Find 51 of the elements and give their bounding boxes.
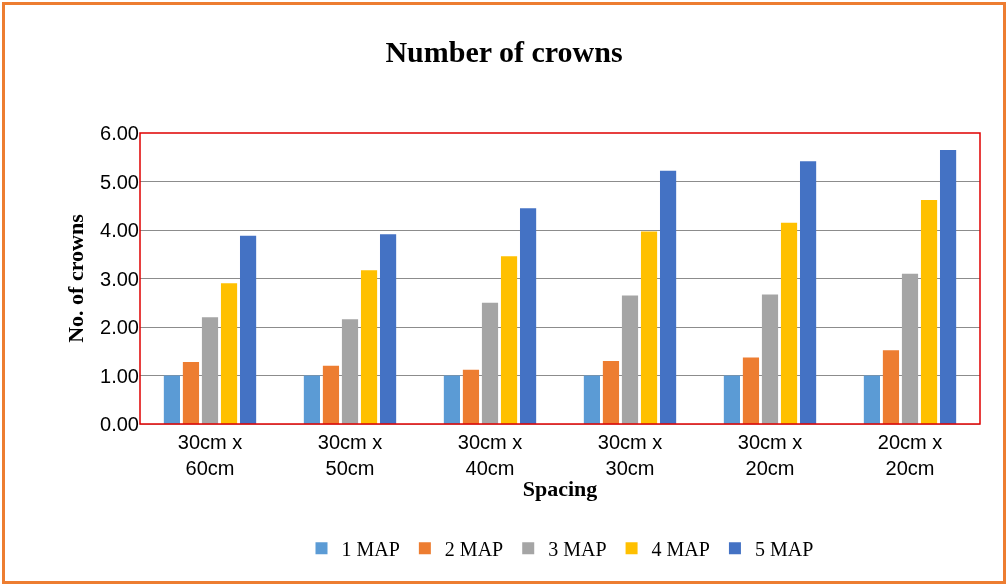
bar — [780, 222, 798, 424]
bar — [742, 357, 760, 424]
bar — [640, 231, 658, 424]
legend-label: 3 MAP — [548, 538, 607, 561]
bar — [341, 319, 359, 424]
bar — [443, 375, 461, 424]
bar — [602, 360, 620, 424]
y-tick-label: 4.00 — [100, 219, 139, 241]
x-tick-label: 30cm x 40cm — [457, 431, 523, 479]
bar — [519, 208, 537, 424]
bar — [322, 365, 340, 424]
y-tick-label: 2.00 — [100, 316, 139, 338]
bar — [239, 235, 257, 424]
y-tick-label: 6.00 — [100, 122, 139, 144]
y-tick-label: 1.00 — [100, 364, 139, 387]
bar — [360, 270, 378, 424]
bar — [163, 375, 181, 424]
x-tick-label: 20cm x 20cm — [877, 431, 943, 479]
bar — [659, 170, 677, 424]
x-tick-label: 30cm x 50cm — [317, 431, 383, 479]
y-tick-label: 0.00 — [100, 413, 139, 435]
x-tick-label: 30cm x 20cm — [737, 431, 803, 479]
bar — [303, 375, 321, 424]
bar — [201, 317, 219, 424]
bar — [901, 273, 919, 424]
bar — [462, 369, 480, 424]
bar — [500, 256, 518, 424]
bar — [761, 294, 779, 424]
bar — [583, 375, 601, 424]
x-tick-label: 30cm x 30cm — [597, 431, 663, 479]
bar — [882, 350, 900, 424]
bar — [220, 283, 238, 424]
legend-label: 2 MAP — [444, 538, 504, 561]
x-tick-label: 30cm x 60cm — [177, 431, 243, 479]
y-tick-label: 3.00 — [100, 267, 139, 290]
bar — [379, 234, 397, 424]
bar — [182, 361, 200, 424]
bar — [621, 295, 639, 424]
bar — [920, 199, 938, 424]
bar — [863, 375, 881, 424]
chart-title: Number of crowns — [385, 35, 623, 69]
bar — [799, 161, 817, 424]
y-axis-title: No. of crowns — [62, 213, 88, 343]
legend-label: 1 MAP — [341, 538, 400, 561]
bar — [481, 302, 499, 424]
legend-label: 5 MAP — [754, 538, 814, 561]
y-tick-label: 5.00 — [100, 170, 139, 193]
x-axis-title: Spacing — [522, 475, 598, 501]
legend-label: 4 MAP — [651, 538, 710, 561]
bar — [939, 149, 957, 424]
bar — [723, 375, 741, 424]
